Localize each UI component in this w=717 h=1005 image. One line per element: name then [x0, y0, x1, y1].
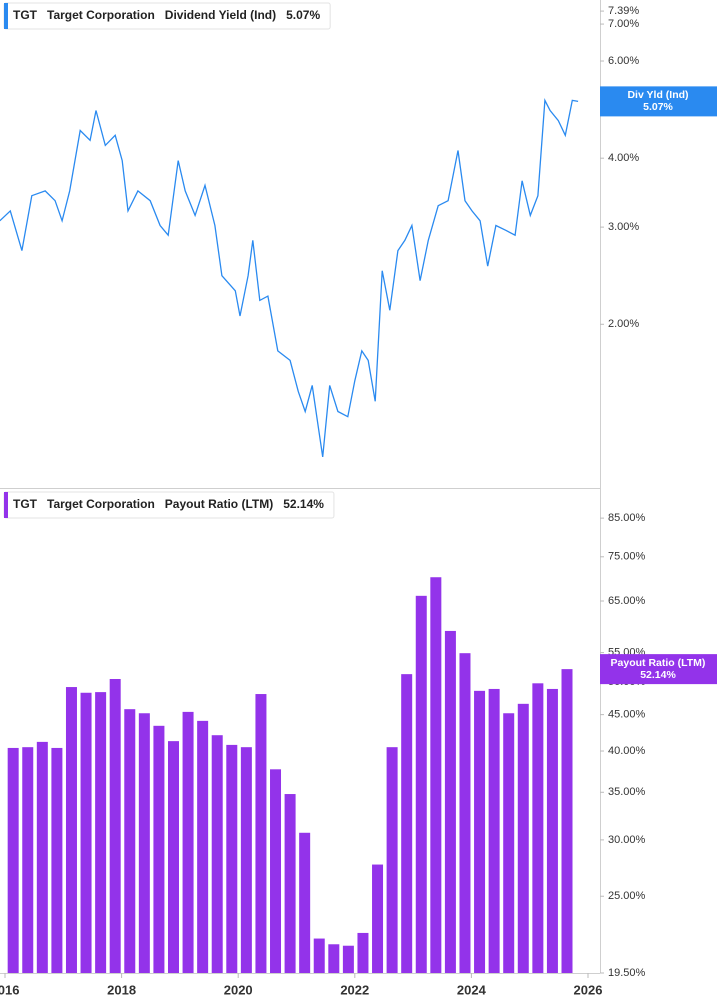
bar — [357, 932, 369, 973]
y-tick-label: 7.00% — [608, 18, 639, 30]
bar — [109, 678, 121, 973]
bar — [372, 864, 384, 973]
bar — [444, 630, 456, 973]
y-tick-label: 75.00% — [608, 551, 646, 563]
bar — [474, 690, 486, 973]
legend-metric: Dividend Yield (Ind) — [165, 8, 276, 22]
legend-value: 5.07% — [286, 8, 320, 22]
badge-label: Div Yld (Ind) — [627, 89, 688, 101]
bar — [211, 735, 223, 973]
legend-metric: Payout Ratio (LTM) — [165, 497, 273, 511]
bar — [386, 747, 398, 973]
y-tick-label: 2.00% — [608, 318, 639, 330]
bar — [342, 945, 354, 973]
bar — [138, 713, 150, 973]
bar — [51, 747, 63, 973]
y-tick-label: 19.50% — [608, 967, 646, 979]
bar — [488, 688, 500, 973]
bar — [22, 747, 34, 973]
y-tick-label: 65.00% — [608, 595, 646, 607]
y-tick-label: 25.00% — [608, 890, 646, 902]
bar — [459, 653, 471, 973]
legend-value: 52.14% — [283, 497, 324, 511]
bar — [284, 794, 296, 973]
bar — [197, 720, 209, 973]
bar — [153, 725, 165, 973]
bar — [546, 688, 558, 973]
bar — [401, 674, 413, 973]
y-tick-label: 35.00% — [608, 786, 646, 798]
bar — [415, 595, 427, 973]
bar — [313, 938, 325, 973]
y-tick-label: 45.00% — [608, 709, 646, 721]
legend-company: Target Corporation — [47, 8, 155, 22]
x-tick-label: 2018 — [107, 982, 136, 997]
bar — [80, 692, 92, 973]
bar — [167, 741, 179, 973]
y-tick-label: 3.00% — [608, 221, 639, 233]
bar — [95, 692, 107, 973]
x-tick-label: 2016 — [0, 982, 19, 997]
y-tick-label: 6.00% — [608, 55, 639, 67]
y-tick-label: 40.00% — [608, 745, 646, 757]
value-badge — [600, 654, 717, 685]
legend-company: Target Corporation — [47, 497, 155, 511]
y-tick-label: 4.00% — [608, 152, 639, 164]
bar — [36, 741, 48, 973]
badge-value: 52.14% — [640, 669, 676, 681]
bar — [430, 577, 442, 973]
bar — [270, 769, 282, 973]
bar — [532, 683, 544, 973]
bar — [124, 709, 136, 973]
value-badge — [600, 86, 717, 117]
bar — [328, 944, 340, 973]
x-tick-label: 2026 — [574, 982, 603, 997]
badge-value: 5.07% — [643, 101, 673, 113]
x-tick-label: 2020 — [224, 982, 253, 997]
bar — [65, 687, 77, 973]
bar — [240, 747, 252, 973]
y-tick-label: 7.39% — [608, 5, 639, 17]
bar — [226, 744, 238, 973]
legend-swatch — [4, 492, 8, 518]
bar — [255, 694, 267, 973]
y-tick-label: 30.00% — [608, 834, 646, 846]
bar — [517, 703, 529, 973]
bar — [503, 713, 515, 973]
x-tick-label: 2024 — [457, 982, 487, 997]
legend-ticker: TGT — [13, 8, 38, 22]
bar — [299, 832, 311, 973]
line-series — [0, 98, 579, 457]
y-tick-label: 85.00% — [608, 512, 646, 524]
bar — [7, 747, 19, 973]
x-tick-label: 2022 — [340, 982, 369, 997]
badge-label: Payout Ratio (LTM) — [611, 657, 706, 669]
bar — [182, 711, 194, 973]
legend-swatch — [4, 3, 8, 29]
bar — [561, 669, 573, 973]
legend-ticker: TGT — [13, 497, 38, 511]
